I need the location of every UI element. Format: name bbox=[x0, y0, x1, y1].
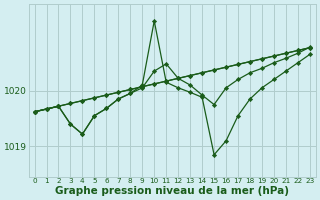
X-axis label: Graphe pression niveau de la mer (hPa): Graphe pression niveau de la mer (hPa) bbox=[55, 186, 289, 196]
